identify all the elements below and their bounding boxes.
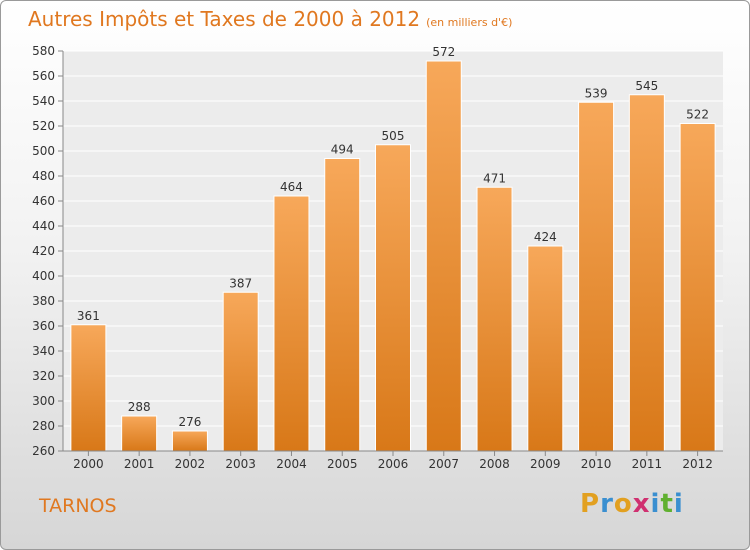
data-label-2002: 276 <box>178 415 201 429</box>
data-label-2009: 424 <box>534 230 557 244</box>
logo-letter: o <box>613 489 633 519</box>
logo-letter: x <box>632 489 651 519</box>
y-tick-label: 360 <box>32 319 55 333</box>
x-tick-label-2002: 2002 <box>175 457 206 471</box>
data-label-2004: 464 <box>280 180 303 194</box>
y-tick-label: 480 <box>32 169 55 183</box>
y-tick-label: 280 <box>32 419 55 433</box>
y-tick-label: 400 <box>32 269 55 283</box>
logo-letter: r <box>600 489 614 519</box>
data-label-2000: 361 <box>77 309 100 323</box>
data-label-2010: 539 <box>585 86 608 100</box>
x-tick-label-2012: 2012 <box>682 457 713 471</box>
y-tick-label: 320 <box>32 369 55 383</box>
bar-2005 <box>324 158 361 452</box>
x-tick-label-2010: 2010 <box>581 457 612 471</box>
bar-2012 <box>679 123 716 452</box>
y-tick-label: 440 <box>32 219 55 233</box>
y-tick-label: 260 <box>32 444 55 458</box>
data-label-2012: 522 <box>686 108 709 122</box>
x-tick-label-2005: 2005 <box>327 457 358 471</box>
y-tick-label: 560 <box>32 69 55 83</box>
x-tick-label-2009: 2009 <box>530 457 561 471</box>
bar-2009 <box>527 245 564 452</box>
data-label-2011: 545 <box>635 79 658 93</box>
bar-2010 <box>578 101 615 452</box>
y-tick-label: 460 <box>32 194 55 208</box>
y-tick-label: 420 <box>32 244 55 258</box>
x-tick-label-2004: 2004 <box>276 457 307 471</box>
x-tick-label-2011: 2011 <box>632 457 663 471</box>
x-tick-label-2006: 2006 <box>378 457 409 471</box>
data-label-2008: 471 <box>483 171 506 185</box>
chart-subtitle: (en milliers d'€) <box>426 16 513 29</box>
bar-2006 <box>375 144 411 452</box>
data-label-2001: 288 <box>128 400 151 414</box>
bar-2004 <box>273 195 310 452</box>
y-tick-label: 300 <box>32 394 55 408</box>
x-tick-label-2008: 2008 <box>479 457 510 471</box>
y-tick-label: 380 <box>32 294 55 308</box>
y-tick-label: 580 <box>32 44 55 58</box>
bar-2003 <box>222 291 259 452</box>
logo-letter: P <box>580 489 601 519</box>
data-label-2003: 387 <box>229 276 252 290</box>
y-tick-label: 340 <box>32 344 55 358</box>
x-tick-label-2007: 2007 <box>428 457 459 471</box>
data-label-2005: 494 <box>331 143 354 157</box>
bar-2008 <box>476 186 513 452</box>
y-tick-label: 500 <box>32 144 55 158</box>
x-tick-label-2000: 2000 <box>73 457 104 471</box>
proxiti-logo: Proxiti <box>580 489 684 519</box>
bar-2000 <box>70 324 107 452</box>
city-name: TARNOS <box>39 495 117 517</box>
data-label-2007: 572 <box>432 45 455 59</box>
logo-letter: t <box>660 489 674 519</box>
logo-letter: i <box>673 489 684 519</box>
chart-title: Autres Impôts et Taxes de 2000 à 2012 (en… <box>28 7 512 31</box>
logo-letter: i <box>650 489 661 519</box>
x-tick-label-2001: 2001 <box>124 457 155 471</box>
bar-2001 <box>121 415 158 452</box>
chart-title-text: Autres Impôts et Taxes de 2000 à 2012 <box>28 7 421 31</box>
bar-2002 <box>171 430 208 452</box>
data-label-2006: 505 <box>382 129 405 143</box>
bar-2007 <box>425 60 462 452</box>
x-tick-label-2003: 2003 <box>225 457 256 471</box>
bar-2011 <box>628 94 665 452</box>
y-tick-label: 540 <box>32 94 55 108</box>
y-tick-label: 520 <box>32 119 55 133</box>
